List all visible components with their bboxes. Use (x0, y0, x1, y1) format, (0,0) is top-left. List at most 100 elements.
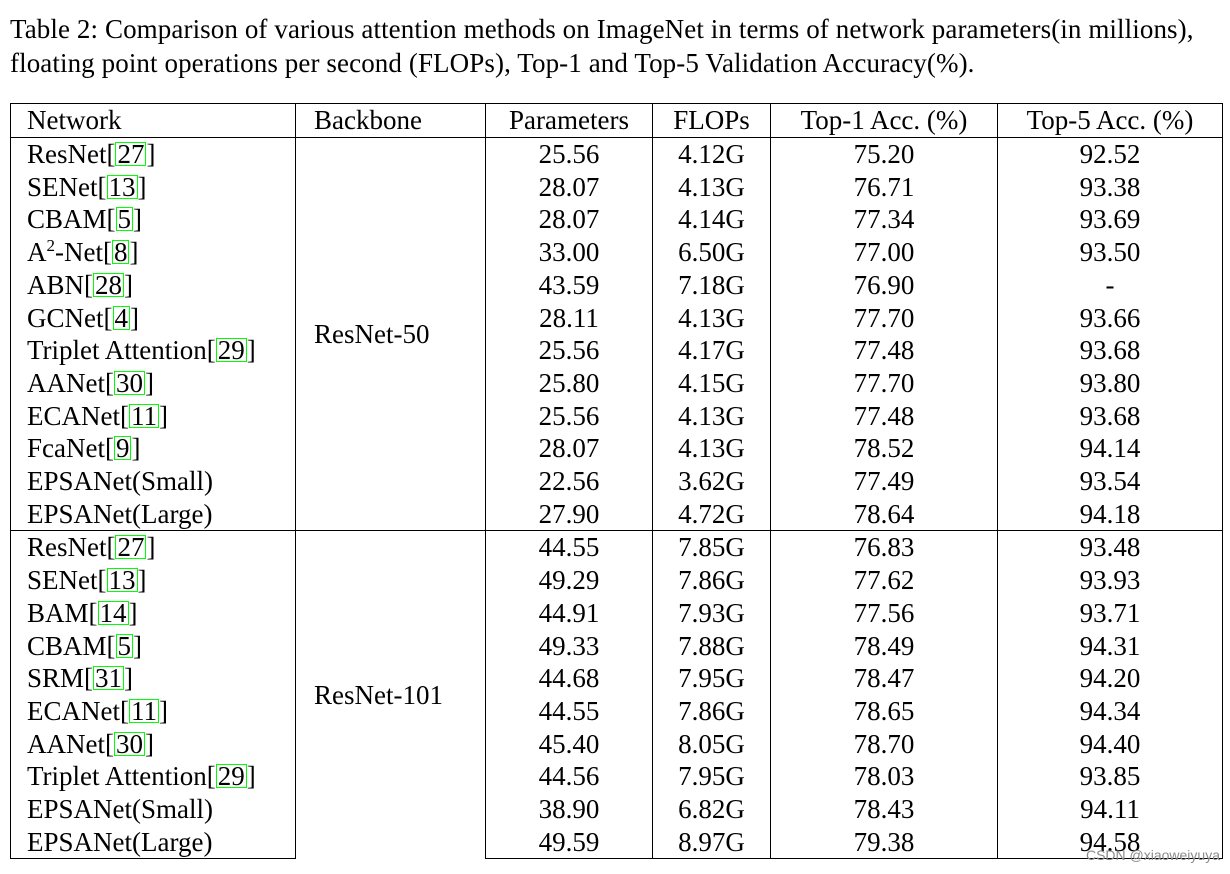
flops-cell: 7.95G (652, 662, 771, 695)
table-row: Triplet Attention[29] 44.56 7.95G 78.03 93.8… (10, 760, 1223, 794)
network-cell: A2-Net[8] (10, 236, 296, 269)
citation-link[interactable]: 13 (106, 565, 138, 596)
citation-link[interactable]: 8 (111, 237, 130, 268)
parameters-cell: 38.90 (485, 793, 653, 826)
network-name: AANet (27, 367, 105, 398)
table-row: A2-Net[8] 33.00 6.50G 77.00 93.50 (10, 236, 1223, 269)
network-cell: CBAM[5] (10, 629, 296, 663)
network-name: ECANet (27, 400, 120, 431)
table-row: ECANet[11] 25.56 4.13G 77.48 93.68 (10, 399, 1223, 433)
table-row: EPSANet(Large) 27.90 4.72G 78.64 94.18 (10, 497, 1223, 531)
table-row: ECANet[11] 44.55 7.86G 78.65 94.34 (10, 694, 1223, 728)
network-name: FcaNet (27, 433, 105, 464)
network-cell: AANet[30] (10, 366, 296, 400)
table-row: SRM[31] 44.68 7.95G 78.47 94.20 (10, 662, 1223, 695)
flops-cell: 4.72G (652, 497, 771, 531)
top5-cell: - (997, 268, 1223, 302)
network-name: EPSANet(Large) (27, 498, 213, 529)
citation-link[interactable]: 5 (115, 630, 134, 661)
citation-link[interactable]: 31 (93, 663, 125, 694)
flops-cell: 8.05G (652, 727, 771, 761)
top1-cell: 78.65 (770, 694, 998, 728)
network-cell: ECANet[11] (10, 399, 296, 433)
citation-link[interactable]: 5 (115, 204, 134, 235)
results-table: Network Backbone Parameters FLOPs Top-1 … (10, 103, 1223, 860)
flops-cell: 7.95G (652, 760, 771, 794)
citation-link[interactable]: 13 (106, 171, 138, 202)
top5-cell: 93.38 (997, 170, 1223, 204)
table-row: EPSANet(Small) 22.56 3.62G 77.49 93.54 (10, 465, 1223, 498)
citation-link[interactable]: 30 (113, 728, 145, 759)
header-flops: FLOPs (652, 103, 771, 138)
citation-link[interactable]: 14 (97, 597, 129, 628)
top5-cell: 94.58 (997, 825, 1223, 860)
header-backbone: Backbone (295, 103, 486, 138)
top1-cell: 78.47 (770, 662, 998, 695)
parameters-cell: 49.59 (485, 825, 653, 860)
citation-link[interactable]: 28 (93, 269, 125, 300)
network-cell: EPSANet(Small) (10, 793, 296, 826)
top5-cell: 94.40 (997, 727, 1223, 761)
table-row: BAM[14] 44.91 7.93G 77.56 93.71 (10, 596, 1223, 630)
network-name: Triplet Attention (27, 335, 207, 366)
header-row: Network Backbone Parameters FLOPs Top-1 … (10, 103, 1223, 138)
top1-cell: 77.62 (770, 564, 998, 597)
citation-link[interactable]: 4 (112, 302, 130, 333)
header-network: Network (10, 103, 296, 138)
watermark: CSDN @xiaoweiyuya (1085, 847, 1220, 863)
top5-cell: 93.69 (997, 203, 1223, 237)
top1-cell: 78.49 (770, 629, 998, 663)
citation-link[interactable]: 29 (215, 335, 247, 366)
top5-cell: 93.93 (997, 564, 1223, 597)
top5-cell: 94.14 (997, 432, 1223, 466)
network-cell: ResNet[27] (10, 137, 296, 171)
top1-cell: 77.48 (770, 334, 998, 367)
citation-link[interactable]: 9 (113, 433, 132, 464)
flops-cell: 7.88G (652, 629, 771, 663)
row-group: ResNet[27] ResNet-101 44.55 7.85G 76.83 93.48… (10, 530, 1223, 860)
citation-link[interactable]: 27 (115, 139, 147, 169)
network-name: A (27, 237, 47, 268)
flops-cell: 7.85G (652, 530, 771, 565)
backbone-cell: ResNet-101 (295, 530, 486, 859)
parameters-cell: 44.68 (485, 662, 653, 695)
network-name: ResNet (27, 532, 107, 563)
network-cell: BAM[14] (10, 596, 296, 630)
network-name-rest: -Net (55, 237, 103, 268)
parameters-cell: 27.90 (485, 497, 653, 531)
table-row: ABN[28] 43.59 7.18G 76.90- (10, 268, 1223, 302)
table-row: ResNet[27] ResNet-101 44.55 7.85G 76.83 93.48 (10, 530, 1223, 859)
top5-cell: 94.34 (997, 694, 1223, 728)
flops-cell: 6.50G (652, 236, 771, 269)
top5-cell: 93.68 (997, 399, 1223, 433)
network-name: SENet (27, 565, 98, 596)
parameters-cell: 44.91 (485, 596, 653, 630)
top1-cell: 76.71 (770, 170, 998, 204)
citation-link[interactable]: 11 (128, 400, 159, 431)
top5-cell: 93.50 (997, 236, 1223, 269)
parameters-cell: 28.11 (485, 301, 653, 335)
citation-link[interactable]: 29 (215, 761, 247, 792)
flops-cell: 4.13G (652, 399, 771, 433)
top1-cell: 78.43 (770, 793, 998, 826)
citation-link[interactable]: 30 (113, 367, 145, 398)
top5-cell: 94.11 (997, 793, 1223, 826)
table-row: AANet[30] 25.80 4.15G 77.70 93.80 (10, 366, 1223, 400)
network-name: ResNet (27, 139, 107, 169)
top5-cell: 93.54 (997, 465, 1223, 498)
parameters-cell: 25.56 (485, 334, 653, 367)
top5-cell: 93.66 (997, 301, 1223, 335)
parameters-cell: 43.59 (485, 268, 653, 302)
table-row: SENet[13] 49.29 7.86G 77.62 93.93 (10, 564, 1223, 597)
top1-cell: 79.38 (770, 825, 998, 860)
top5-cell: 94.18 (997, 497, 1223, 531)
network-cell: ABN[28] (10, 268, 296, 302)
parameters-cell: 44.56 (485, 760, 653, 794)
network-name: EPSANet(Small) (27, 466, 213, 497)
table-row: EPSANet(Large) 49.59 8.97G 79.38 94.58 (10, 825, 1223, 860)
network-name: ABN (27, 269, 85, 300)
citation-link[interactable]: 27 (115, 532, 147, 563)
top5-cell: 94.31 (997, 629, 1223, 663)
citation-link[interactable]: 11 (128, 695, 159, 726)
table-row: CBAM[5] 28.07 4.14G 77.34 93.69 (10, 203, 1223, 237)
